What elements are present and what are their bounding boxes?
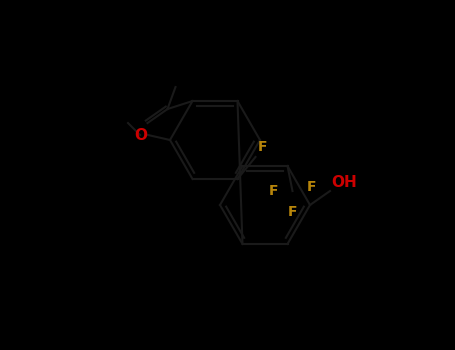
Text: F: F <box>307 180 316 194</box>
Text: F: F <box>288 205 297 219</box>
Text: OH: OH <box>331 175 357 190</box>
Text: O: O <box>134 127 147 142</box>
Text: F: F <box>258 140 267 154</box>
Text: F: F <box>269 184 278 198</box>
